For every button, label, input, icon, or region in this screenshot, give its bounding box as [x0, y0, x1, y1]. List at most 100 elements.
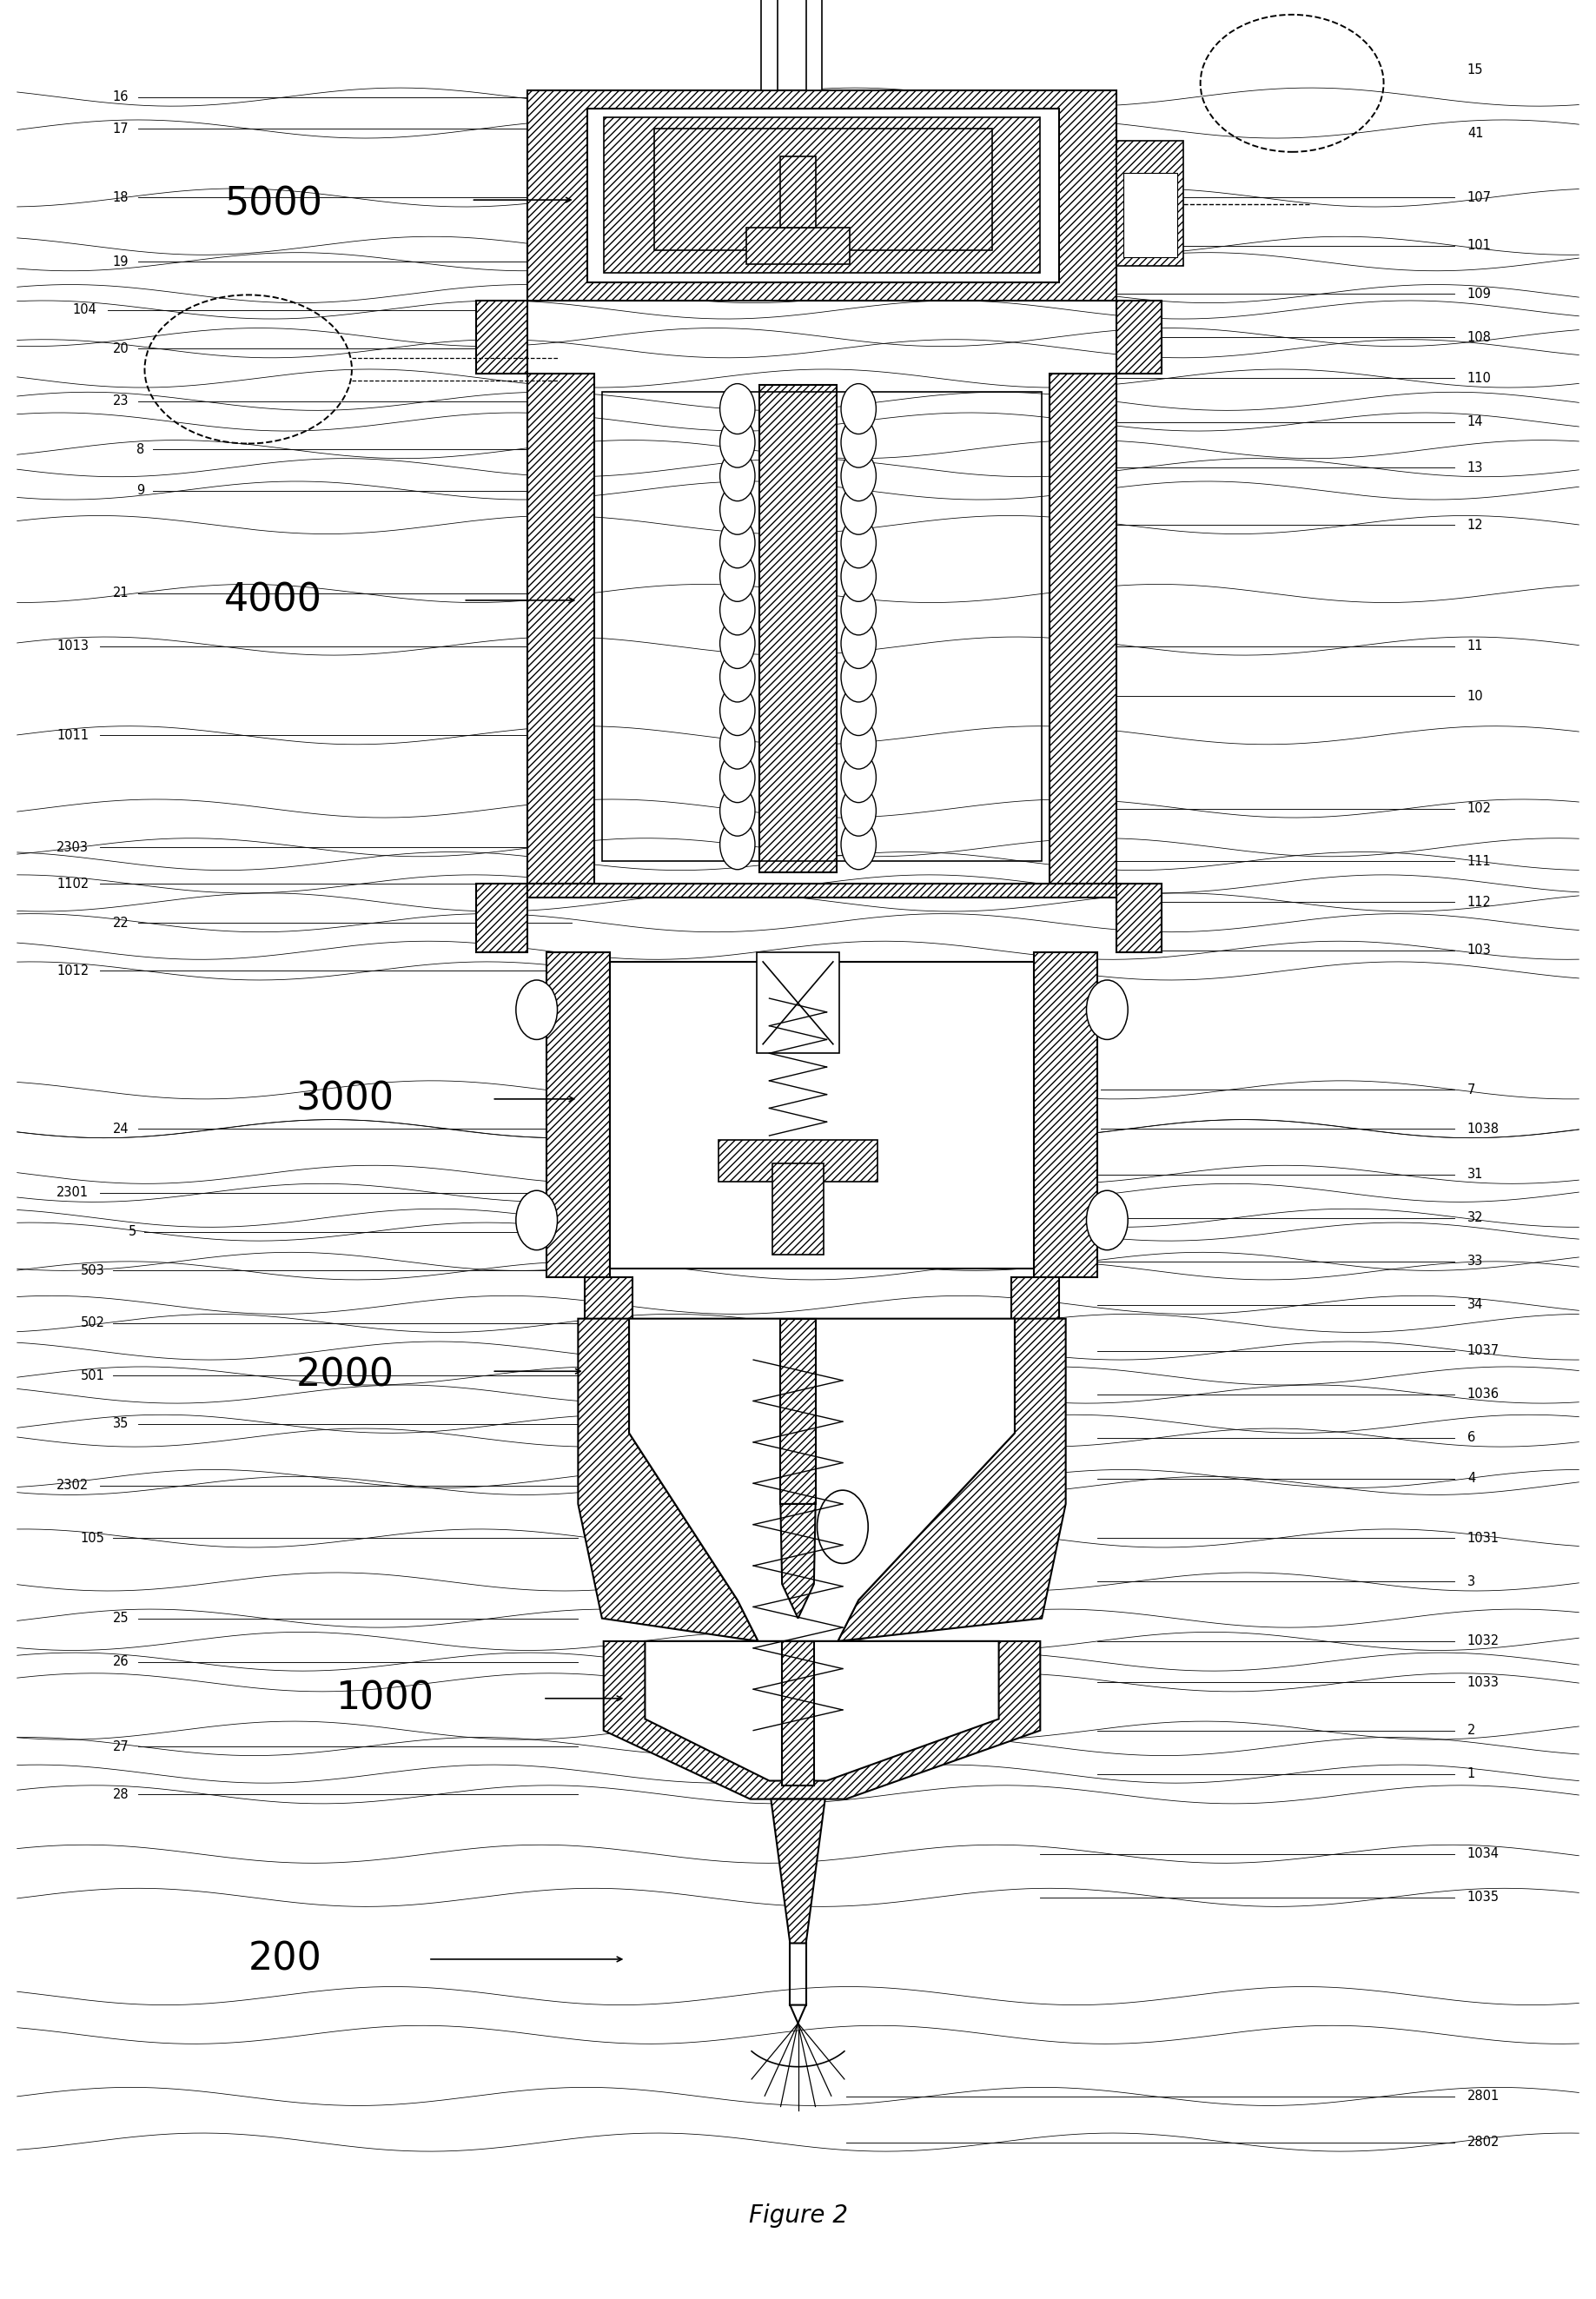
Text: 501: 501 — [80, 1370, 105, 1382]
Text: 2: 2 — [1467, 1724, 1475, 1738]
Circle shape — [841, 451, 876, 501]
Text: 1102: 1102 — [56, 878, 89, 890]
Bar — [546, 952, 610, 1278]
Circle shape — [841, 485, 876, 536]
Circle shape — [516, 1191, 557, 1251]
Text: 11: 11 — [1467, 639, 1483, 653]
Circle shape — [720, 517, 755, 568]
Text: 105: 105 — [80, 1531, 105, 1545]
Bar — [527, 885, 1117, 897]
Text: 35: 35 — [113, 1418, 129, 1430]
Bar — [772, 1163, 824, 1255]
Circle shape — [841, 651, 876, 701]
Polygon shape — [578, 1320, 758, 1641]
Text: 1036: 1036 — [1467, 1389, 1500, 1400]
Bar — [603, 117, 1041, 274]
Bar — [584, 1278, 632, 1320]
Circle shape — [516, 979, 557, 1039]
Bar — [747, 228, 849, 264]
Circle shape — [841, 818, 876, 869]
Polygon shape — [838, 1320, 1066, 1641]
Bar — [602, 393, 1042, 862]
Text: 112: 112 — [1467, 897, 1492, 908]
Text: 1037: 1037 — [1467, 1345, 1500, 1356]
Circle shape — [817, 1490, 868, 1563]
Text: 3000: 3000 — [295, 1081, 394, 1117]
Bar — [1117, 140, 1184, 267]
Text: 1033: 1033 — [1467, 1676, 1499, 1690]
Polygon shape — [780, 1504, 816, 1618]
Text: 1038: 1038 — [1467, 1122, 1500, 1136]
Text: 102: 102 — [1467, 802, 1492, 814]
Polygon shape — [771, 1800, 825, 1943]
Bar — [476, 885, 527, 952]
Circle shape — [720, 618, 755, 669]
Circle shape — [841, 552, 876, 602]
Text: 107: 107 — [1467, 191, 1492, 205]
Text: 32: 32 — [1467, 1212, 1483, 1225]
Text: 4: 4 — [1467, 1471, 1475, 1485]
Text: 10: 10 — [1467, 690, 1484, 703]
Circle shape — [841, 685, 876, 736]
Circle shape — [841, 618, 876, 669]
Text: 3: 3 — [1467, 1575, 1475, 1589]
Polygon shape — [603, 1641, 1041, 1800]
Text: 41: 41 — [1467, 126, 1483, 140]
Text: 111: 111 — [1467, 855, 1491, 867]
Circle shape — [1087, 979, 1128, 1039]
Text: 502: 502 — [80, 1317, 105, 1329]
Text: 108: 108 — [1467, 331, 1492, 345]
Polygon shape — [645, 1641, 999, 1782]
Circle shape — [720, 451, 755, 501]
Bar — [780, 156, 816, 228]
Text: Figure 2: Figure 2 — [749, 2202, 847, 2228]
Text: 2302: 2302 — [56, 1478, 89, 1492]
Text: 14: 14 — [1467, 416, 1483, 428]
Circle shape — [720, 752, 755, 802]
Text: 2301: 2301 — [56, 1186, 89, 1200]
Circle shape — [720, 685, 755, 736]
Circle shape — [841, 517, 876, 568]
Circle shape — [720, 584, 755, 635]
Circle shape — [720, 720, 755, 768]
Text: 2802: 2802 — [1467, 2136, 1500, 2150]
Circle shape — [841, 384, 876, 435]
Bar — [476, 301, 527, 375]
Bar — [1117, 885, 1162, 952]
Text: 27: 27 — [112, 1740, 129, 1752]
Circle shape — [841, 584, 876, 635]
Circle shape — [841, 786, 876, 837]
Text: 4000: 4000 — [225, 582, 322, 618]
Circle shape — [720, 651, 755, 701]
Bar — [527, 90, 1117, 301]
Text: 5: 5 — [129, 1225, 137, 1239]
Bar — [1012, 1278, 1060, 1320]
Circle shape — [720, 384, 755, 435]
Bar — [1050, 375, 1117, 885]
Bar — [1034, 952, 1098, 1278]
Text: 103: 103 — [1467, 945, 1491, 956]
Text: 8: 8 — [137, 444, 145, 455]
Text: 28: 28 — [112, 1789, 129, 1800]
Bar — [780, 1320, 816, 1504]
Circle shape — [841, 720, 876, 768]
Text: 1012: 1012 — [56, 963, 89, 977]
Text: 20: 20 — [112, 343, 129, 354]
Text: 26: 26 — [112, 1655, 129, 1669]
Text: 23: 23 — [113, 395, 129, 407]
Text: 16: 16 — [113, 90, 129, 103]
Text: 9: 9 — [137, 485, 145, 497]
Circle shape — [720, 485, 755, 536]
Text: 2000: 2000 — [295, 1356, 394, 1395]
Text: 503: 503 — [81, 1264, 105, 1278]
Text: 2801: 2801 — [1467, 2090, 1500, 2104]
Bar — [1124, 172, 1178, 257]
Text: 2303: 2303 — [57, 841, 89, 853]
Text: 1: 1 — [1467, 1768, 1475, 1779]
Bar — [757, 952, 839, 1053]
Text: 7: 7 — [1467, 1083, 1475, 1097]
Text: 1034: 1034 — [1467, 1848, 1500, 1860]
Text: 5000: 5000 — [225, 186, 322, 223]
Bar — [761, 0, 777, 90]
Text: 110: 110 — [1467, 372, 1492, 384]
